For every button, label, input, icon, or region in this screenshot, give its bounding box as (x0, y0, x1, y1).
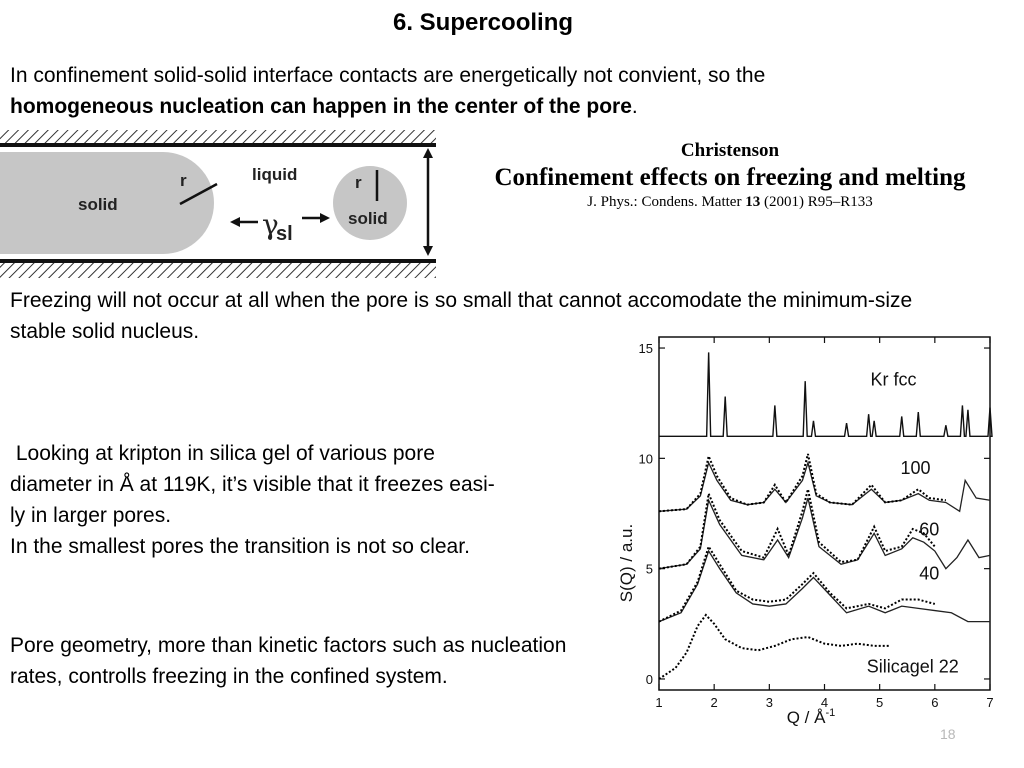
y-axis-label: S(Q) / a.u. (617, 524, 636, 602)
reference-author: Christenson (680, 140, 780, 161)
reference-journal: J. Phys.: Condens. Matter 13 (2001) R95–… (440, 194, 1020, 211)
intro-text: In confinement solid-solid interface con… (10, 64, 766, 87)
krypton-line-1: Looking at kripton in silica gel of vari… (10, 442, 435, 465)
radius-label-left: r (180, 171, 187, 190)
page-number: 18 (940, 726, 956, 742)
solid-right-label: solid (348, 209, 388, 228)
y-tick-label: 15 (639, 341, 653, 356)
radius-line-left (179, 182, 218, 206)
x-tick-label: 2 (711, 695, 718, 710)
solid-plug-left (0, 152, 214, 254)
diameter-arrowhead-down (423, 246, 433, 256)
surface-tension-symbol: γ (262, 208, 279, 241)
plot-border (658, 336, 991, 691)
curve-label: 40 (919, 564, 939, 584)
plot-labels: Kr fcc 100 60 40 Silicagel 22 (867, 370, 959, 677)
gamma-arrowhead-right (320, 213, 330, 223)
solid-left-label: solid (78, 195, 118, 214)
intro-paragraph: In confinement solid-solid interface con… (10, 60, 1010, 122)
freezing-paragraph: Freezing will not occur at all when the … (10, 289, 913, 343)
journal-pages: (2001) R95–R133 (760, 194, 873, 210)
curve-label: 100 (901, 458, 931, 478)
x-axis-label: Q / Å-1 (787, 707, 836, 727)
intro-bold-text: homogeneous nucleation can happen in the… (10, 95, 632, 118)
journal-name: J. Phys.: Condens. Matter (587, 194, 746, 210)
kr-fcc-reference-pattern (659, 352, 993, 437)
plot-ticks: 1 2 3 4 5 6 7 0 5 10 15 (639, 337, 994, 710)
fit-curve-40 (658, 549, 990, 623)
solid-nucleus-right (333, 166, 407, 240)
krypton-paragraph: Looking at kripton in silica gel of vari… (10, 438, 610, 562)
fit-curve-100 (658, 460, 991, 513)
intro-period: . (631, 95, 638, 118)
x-tick-label: 7 (986, 695, 993, 710)
curve-label: 60 (919, 520, 939, 540)
experimental-curve-60 (658, 488, 936, 570)
krypton-line-2: diameter in Å at 119K, it’s visible that… (10, 473, 495, 496)
y-tick-label: 10 (639, 451, 653, 466)
geometry-paragraph: Pore geometry, more than kinetic factors… (10, 634, 567, 688)
curve-label: Kr fcc (870, 370, 916, 390)
x-tick-label: 3 (766, 695, 773, 710)
pore-wall-bottom-hatch (0, 263, 436, 278)
gamma-arrowhead-left (230, 217, 240, 227)
reference-title: Confinement effects on freezing and melt… (494, 164, 966, 191)
reference-block: Christenson Confinement effects on freez… (440, 140, 1020, 211)
krypton-line-4: In the smallest pores the transition is … (10, 535, 470, 558)
experimental-curve-silicagel-22 (658, 613, 891, 680)
y-tick-label: 5 (646, 562, 653, 577)
x-tick-label: 6 (931, 695, 938, 710)
x-tick-label: 4 (821, 695, 828, 710)
experimental-curve-40 (658, 544, 936, 623)
x-tick-label: 1 (655, 695, 662, 710)
curve-label: Silicagel 22 (867, 656, 959, 676)
x-axis-label-text: Q / Å (787, 708, 826, 727)
journal-volume: 13 (745, 194, 761, 210)
fit-curve-60 (658, 497, 991, 570)
y-tick-label: 0 (646, 672, 653, 687)
experimental-curve-100 (658, 452, 946, 513)
x-tick-label: 5 (876, 695, 883, 710)
liquid-label: liquid (252, 165, 297, 184)
x-axis-label-superscript: -1 (825, 707, 835, 719)
radius-label-right: r (355, 173, 362, 192)
plot-series (658, 352, 993, 680)
slide-title: 6. Supercooling (392, 9, 574, 36)
pore-wall-top-hatch (0, 130, 436, 143)
diameter-arrowhead-up (423, 148, 433, 158)
plot-frame (658, 336, 991, 691)
surface-tension-subscript: sl (276, 223, 293, 245)
pore-diagram: solid r liquid r solid γ sl (0, 128, 436, 278)
krypton-line-3: ly in larger pores. (10, 504, 172, 527)
